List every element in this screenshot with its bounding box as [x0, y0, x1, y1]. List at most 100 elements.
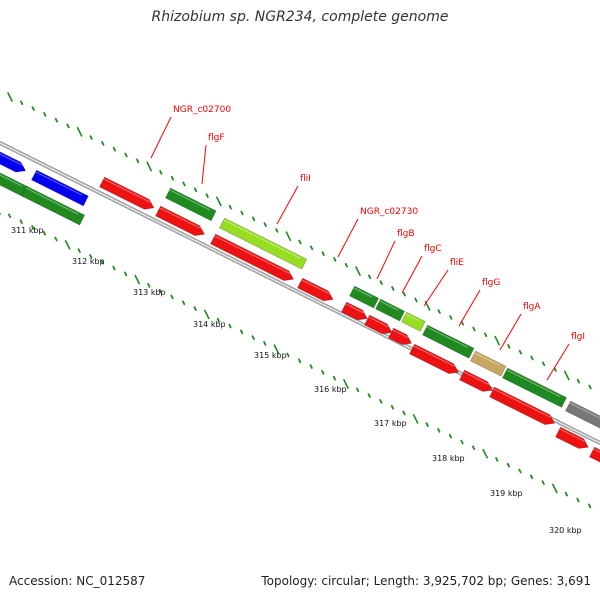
inner-scale-dot: [158, 288, 163, 294]
outer-scale-dot: [494, 335, 501, 346]
gene-label: flgA: [523, 302, 541, 312]
gene-green-flgf: [164, 187, 217, 222]
gene-blue: [0, 151, 27, 173]
inner-scale-dot: [239, 329, 244, 335]
gene-lime-flii-highlight: [223, 219, 301, 259]
outer-scale-dot: [263, 222, 267, 227]
outer-scale-dot: [285, 231, 292, 242]
gene-green-highlight: [0, 174, 23, 187]
inner-scale-dot: [471, 445, 476, 451]
outer-scale-dot: [344, 262, 349, 268]
inner-scale-dot: [170, 294, 174, 300]
tick-label: 315 kbp: [254, 351, 287, 360]
gene-red-edge: [588, 446, 600, 463]
tick-label: 314 kbp: [193, 320, 226, 329]
inner-scale-dot: [379, 399, 383, 404]
inner-scale-dot: [42, 230, 46, 236]
gene-features: [0, 151, 600, 463]
outer-scale-dot: [66, 123, 70, 129]
outer-scale-dot: [182, 181, 186, 187]
inner-scale-dot: [297, 358, 302, 364]
outer-scale-dot: [507, 344, 511, 349]
inner-scale-dot: [355, 387, 360, 393]
inner-scale-dot: [263, 341, 267, 346]
inner-scale-dot: [251, 335, 255, 340]
gene-red-next: [554, 426, 590, 449]
inner-scale-dot: [64, 240, 71, 250]
outer-scale-dot: [228, 204, 233, 210]
gene-red-ngr-c02700: [98, 176, 155, 210]
inner-scale-dot: [54, 236, 58, 242]
outer-scale-dot: [518, 349, 522, 355]
inner-scale-dot: [147, 283, 151, 288]
gene-red-ngr-c02730: [296, 277, 334, 302]
gene-red-flgc-highlight: [368, 316, 389, 328]
inner-scale-dot: [425, 422, 429, 427]
gene-red-flgg-highlight: [413, 345, 455, 367]
outer-scale-dot: [146, 161, 152, 172]
inner-scale-dot: [193, 306, 197, 311]
outer-scale-dot: [251, 216, 256, 222]
outer-scale-dot: [54, 117, 58, 123]
gene-label: flgG: [482, 278, 500, 288]
gene-blue-highlight: [35, 171, 83, 196]
inner-scale-dot: [19, 219, 23, 224]
gene-green-flgb: [348, 285, 380, 309]
outer-scale-dot: [309, 245, 314, 251]
gene-green-flgb-highlight: [353, 287, 373, 298]
gene-label-leader: [376, 240, 396, 280]
outer-scale-dot: [31, 106, 35, 111]
outer-scale-dot: [576, 378, 580, 384]
outer-scale-dot: [19, 100, 24, 106]
inner-scale-dot: [551, 483, 558, 494]
gene-label-leader: [337, 218, 359, 258]
tick-label: 313 kbp: [133, 288, 166, 297]
gene-label-leader: [423, 269, 449, 307]
outer-scale-dot: [472, 326, 476, 332]
inner-scale-dot: [402, 410, 406, 416]
inner-scale-dot: [332, 375, 337, 381]
gene-red-flgb: [340, 301, 368, 321]
outer-scale-dot: [76, 127, 83, 137]
inner-scale-dot: [228, 323, 232, 329]
gene-red-flgi: [488, 386, 556, 426]
gene-labels: NGR_c02700 flgF fliI NGR_c02730 flgB flgC fliE…: [150, 105, 585, 381]
outer-scale-dot: [216, 196, 222, 207]
tick-label: 311 kbp: [11, 226, 44, 235]
gene-gray-next-highlight: [569, 402, 600, 419]
gene-green-flgc: [374, 298, 406, 322]
outer-scale-dot: [530, 355, 534, 361]
gene-label: flgC: [424, 244, 442, 254]
outer-scale-dot: [159, 170, 163, 175]
gene-red-ngr-c02700-highlight: [103, 178, 151, 203]
gene-red-flgg: [408, 343, 460, 375]
gene-lime-flie: [400, 311, 426, 332]
inner-scale-dot: [181, 300, 186, 306]
gene-red-flgb-highlight: [345, 303, 364, 314]
inner-scale-dot: [460, 439, 464, 445]
scale-dot-tracks: [0, 92, 592, 509]
gene-tan-flga: [469, 350, 507, 377]
gene-label-leader: [150, 116, 172, 159]
gene-red-next-highlight: [559, 428, 585, 442]
inner-scale-dot: [216, 317, 221, 323]
gene-red-flie: [387, 327, 413, 346]
gene-label-leader: [546, 343, 570, 381]
gene-label: NGR_c02730: [360, 207, 418, 217]
outer-scale-dot: [321, 251, 325, 256]
outer-scale-dot: [402, 291, 407, 297]
inner-scale-dot: [31, 225, 35, 230]
gene-red-flii: [209, 233, 295, 282]
inner-scale-dot: [588, 503, 592, 509]
gene-label: fliE: [450, 258, 464, 268]
inner-scale-dot: [482, 448, 489, 459]
outer-scale-dot: [240, 210, 244, 216]
gene-blue: [30, 169, 89, 207]
outer-scale-dot: [135, 158, 140, 164]
gene-label-leader: [499, 313, 522, 351]
outer-scale-dot: [391, 286, 395, 291]
gene-green-flgf-highlight: [169, 189, 211, 211]
inner-scale-dot: [390, 404, 395, 410]
